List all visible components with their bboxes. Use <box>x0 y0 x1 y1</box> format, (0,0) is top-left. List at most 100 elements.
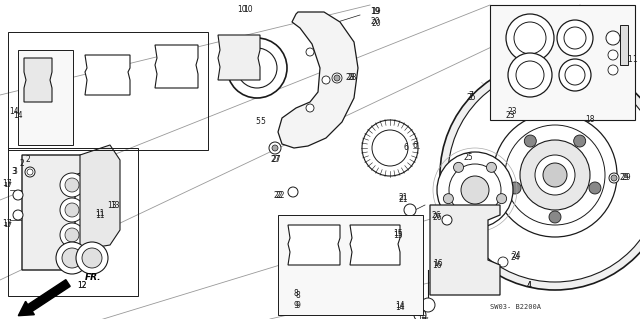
Circle shape <box>543 163 567 187</box>
Circle shape <box>237 48 277 88</box>
Text: 13: 13 <box>107 201 117 210</box>
Text: 12: 12 <box>77 280 87 290</box>
Circle shape <box>609 173 619 183</box>
Circle shape <box>82 248 102 268</box>
Circle shape <box>372 130 408 166</box>
Circle shape <box>334 75 340 81</box>
Circle shape <box>470 213 480 223</box>
Polygon shape <box>22 155 90 270</box>
Text: 17: 17 <box>2 179 12 188</box>
Circle shape <box>549 211 561 223</box>
Polygon shape <box>288 225 340 265</box>
Text: 18: 18 <box>585 115 595 124</box>
Bar <box>278 215 423 315</box>
Text: 1: 1 <box>628 56 632 64</box>
Circle shape <box>454 162 463 172</box>
Text: 5: 5 <box>255 117 260 127</box>
Circle shape <box>564 27 586 49</box>
Circle shape <box>506 14 554 62</box>
Polygon shape <box>620 25 628 65</box>
Text: 22: 22 <box>275 190 285 199</box>
Text: 21: 21 <box>398 194 408 203</box>
Text: 16: 16 <box>433 258 443 268</box>
Circle shape <box>13 210 23 220</box>
Circle shape <box>404 204 416 216</box>
Circle shape <box>404 264 416 276</box>
Text: 15: 15 <box>393 228 403 238</box>
Circle shape <box>414 309 426 319</box>
Text: 26: 26 <box>432 213 442 222</box>
Circle shape <box>565 65 585 85</box>
Circle shape <box>520 140 590 210</box>
Text: 25: 25 <box>463 153 473 162</box>
Circle shape <box>322 76 330 84</box>
Text: 29: 29 <box>619 174 629 182</box>
Circle shape <box>332 73 342 83</box>
Circle shape <box>65 203 79 217</box>
Text: 3: 3 <box>12 167 17 176</box>
Circle shape <box>497 194 507 204</box>
Circle shape <box>508 53 552 97</box>
Circle shape <box>589 182 601 194</box>
Text: 8: 8 <box>296 291 300 300</box>
Circle shape <box>608 50 618 60</box>
Polygon shape <box>430 205 500 295</box>
Circle shape <box>62 248 82 268</box>
Text: 24: 24 <box>510 254 520 263</box>
Circle shape <box>535 155 575 195</box>
Circle shape <box>60 223 84 247</box>
Text: 20: 20 <box>371 19 381 27</box>
Text: 9: 9 <box>294 300 298 309</box>
Circle shape <box>65 178 79 192</box>
Text: 24: 24 <box>511 251 521 261</box>
Polygon shape <box>24 58 52 102</box>
Circle shape <box>27 169 33 175</box>
Text: 14: 14 <box>9 108 19 116</box>
Text: 16: 16 <box>417 315 427 319</box>
Text: 25: 25 <box>466 93 476 102</box>
Circle shape <box>405 220 415 230</box>
Text: 17: 17 <box>3 182 13 188</box>
Text: 13: 13 <box>110 201 120 210</box>
Polygon shape <box>218 35 260 80</box>
Text: 8: 8 <box>294 290 298 299</box>
Text: 4: 4 <box>527 280 531 290</box>
Circle shape <box>60 198 84 222</box>
Text: 7: 7 <box>468 91 474 100</box>
Text: 28: 28 <box>345 73 355 83</box>
Text: 14: 14 <box>13 110 23 120</box>
Circle shape <box>272 145 278 151</box>
Circle shape <box>514 22 546 54</box>
Text: 6: 6 <box>413 140 417 150</box>
Circle shape <box>444 194 453 204</box>
Text: 19: 19 <box>370 8 380 17</box>
Text: 23: 23 <box>505 110 515 120</box>
Circle shape <box>60 173 84 197</box>
Circle shape <box>421 298 435 312</box>
Text: 20: 20 <box>370 18 380 26</box>
Circle shape <box>448 68 640 282</box>
Circle shape <box>306 104 314 112</box>
Text: 5: 5 <box>260 117 266 127</box>
FancyArrow shape <box>19 280 70 316</box>
Circle shape <box>498 257 508 267</box>
Bar <box>8 148 138 296</box>
Bar <box>490 5 635 120</box>
Text: 15: 15 <box>393 231 403 240</box>
Circle shape <box>486 162 497 172</box>
Text: 17: 17 <box>3 222 13 228</box>
Text: 11: 11 <box>95 211 105 219</box>
Text: 23: 23 <box>507 108 517 116</box>
Text: 11: 11 <box>95 209 105 218</box>
Circle shape <box>76 242 108 274</box>
Text: 14: 14 <box>395 300 405 309</box>
Text: 26: 26 <box>431 211 441 219</box>
Text: 16: 16 <box>420 317 429 319</box>
Text: FR.: FR. <box>85 273 102 283</box>
Circle shape <box>440 60 640 290</box>
Text: 22: 22 <box>273 190 283 199</box>
Circle shape <box>524 135 536 147</box>
Text: 27: 27 <box>270 155 280 165</box>
Circle shape <box>362 120 418 176</box>
Circle shape <box>611 175 617 181</box>
